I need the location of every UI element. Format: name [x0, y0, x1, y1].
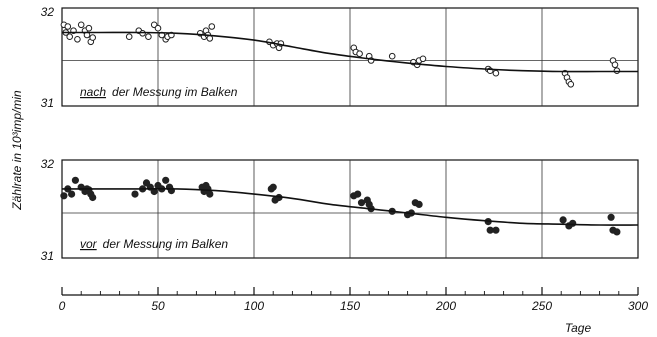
data-point — [419, 55, 427, 63]
data-point — [64, 23, 72, 30]
x-tick-label-50: 50 — [151, 299, 165, 313]
data-point — [559, 216, 567, 224]
panel-nach: 32 31 nach der Messung im Balken — [41, 5, 639, 110]
data-point — [354, 190, 362, 198]
data-point — [68, 190, 76, 198]
x-tick-label-150: 150 — [340, 299, 360, 313]
fit-curve-vor — [62, 187, 639, 226]
data-point — [492, 226, 500, 234]
data-point — [145, 33, 152, 41]
data-point — [125, 33, 133, 41]
data-point — [415, 200, 423, 208]
data-point — [208, 23, 216, 30]
x-ticks: 0 50 100 150 200 250 300 — [59, 287, 648, 313]
ytick-31-top: 31 — [41, 96, 54, 110]
caption-vor: vor der Messung im Balken — [80, 237, 228, 251]
caption-nach-underlined: nach — [80, 85, 106, 99]
caption-vor-underlined: vor — [80, 237, 98, 251]
ytick-32-bottom: 32 — [41, 157, 55, 171]
data-point — [613, 228, 621, 236]
data-point — [357, 199, 366, 207]
x-tick-label-200: 200 — [435, 299, 456, 313]
data-point — [607, 213, 615, 221]
x-tick-label-300: 300 — [628, 299, 648, 313]
data-point — [269, 183, 277, 191]
grid-bottom — [62, 160, 638, 258]
grid-top — [62, 8, 638, 106]
y-axis-label: Zählrate in 10³imp/min — [10, 90, 24, 211]
data-point — [206, 35, 214, 42]
data-point — [60, 192, 68, 200]
data-point — [154, 24, 162, 32]
caption-nach: nach der Messung im Balken — [80, 85, 238, 99]
data-point — [85, 24, 93, 32]
data-point — [66, 33, 73, 41]
x-tick-label-250: 250 — [531, 299, 552, 313]
data-point — [492, 69, 500, 77]
data-point — [77, 21, 85, 29]
x-axis-label: Tage — [565, 321, 592, 335]
x-tick-label-0: 0 — [59, 299, 66, 313]
ytick-31-bottom: 31 — [41, 249, 54, 263]
ytick-32-top: 32 — [41, 5, 55, 19]
fit-curve-nach — [62, 31, 638, 73]
data-point — [71, 176, 80, 184]
caption-vor-rest: der Messung im Balken — [103, 237, 229, 251]
data-point — [131, 190, 139, 198]
data-point — [206, 190, 214, 198]
data-point — [569, 219, 577, 227]
x-tick-label-100: 100 — [244, 299, 264, 313]
data-point — [89, 34, 96, 41]
panel-vor: 32 31 vor der Messung im Balken — [41, 157, 639, 263]
data-point — [356, 50, 363, 58]
data-point — [89, 193, 97, 202]
x-axis: 0 50 100 150 200 250 300 Tage — [59, 287, 648, 335]
data-point — [162, 176, 170, 184]
data-point — [74, 36, 81, 43]
data-point — [567, 81, 575, 88]
data-point — [388, 52, 396, 60]
caption-nach-rest: der Messung im Balken — [112, 85, 238, 99]
data-point — [611, 61, 619, 69]
